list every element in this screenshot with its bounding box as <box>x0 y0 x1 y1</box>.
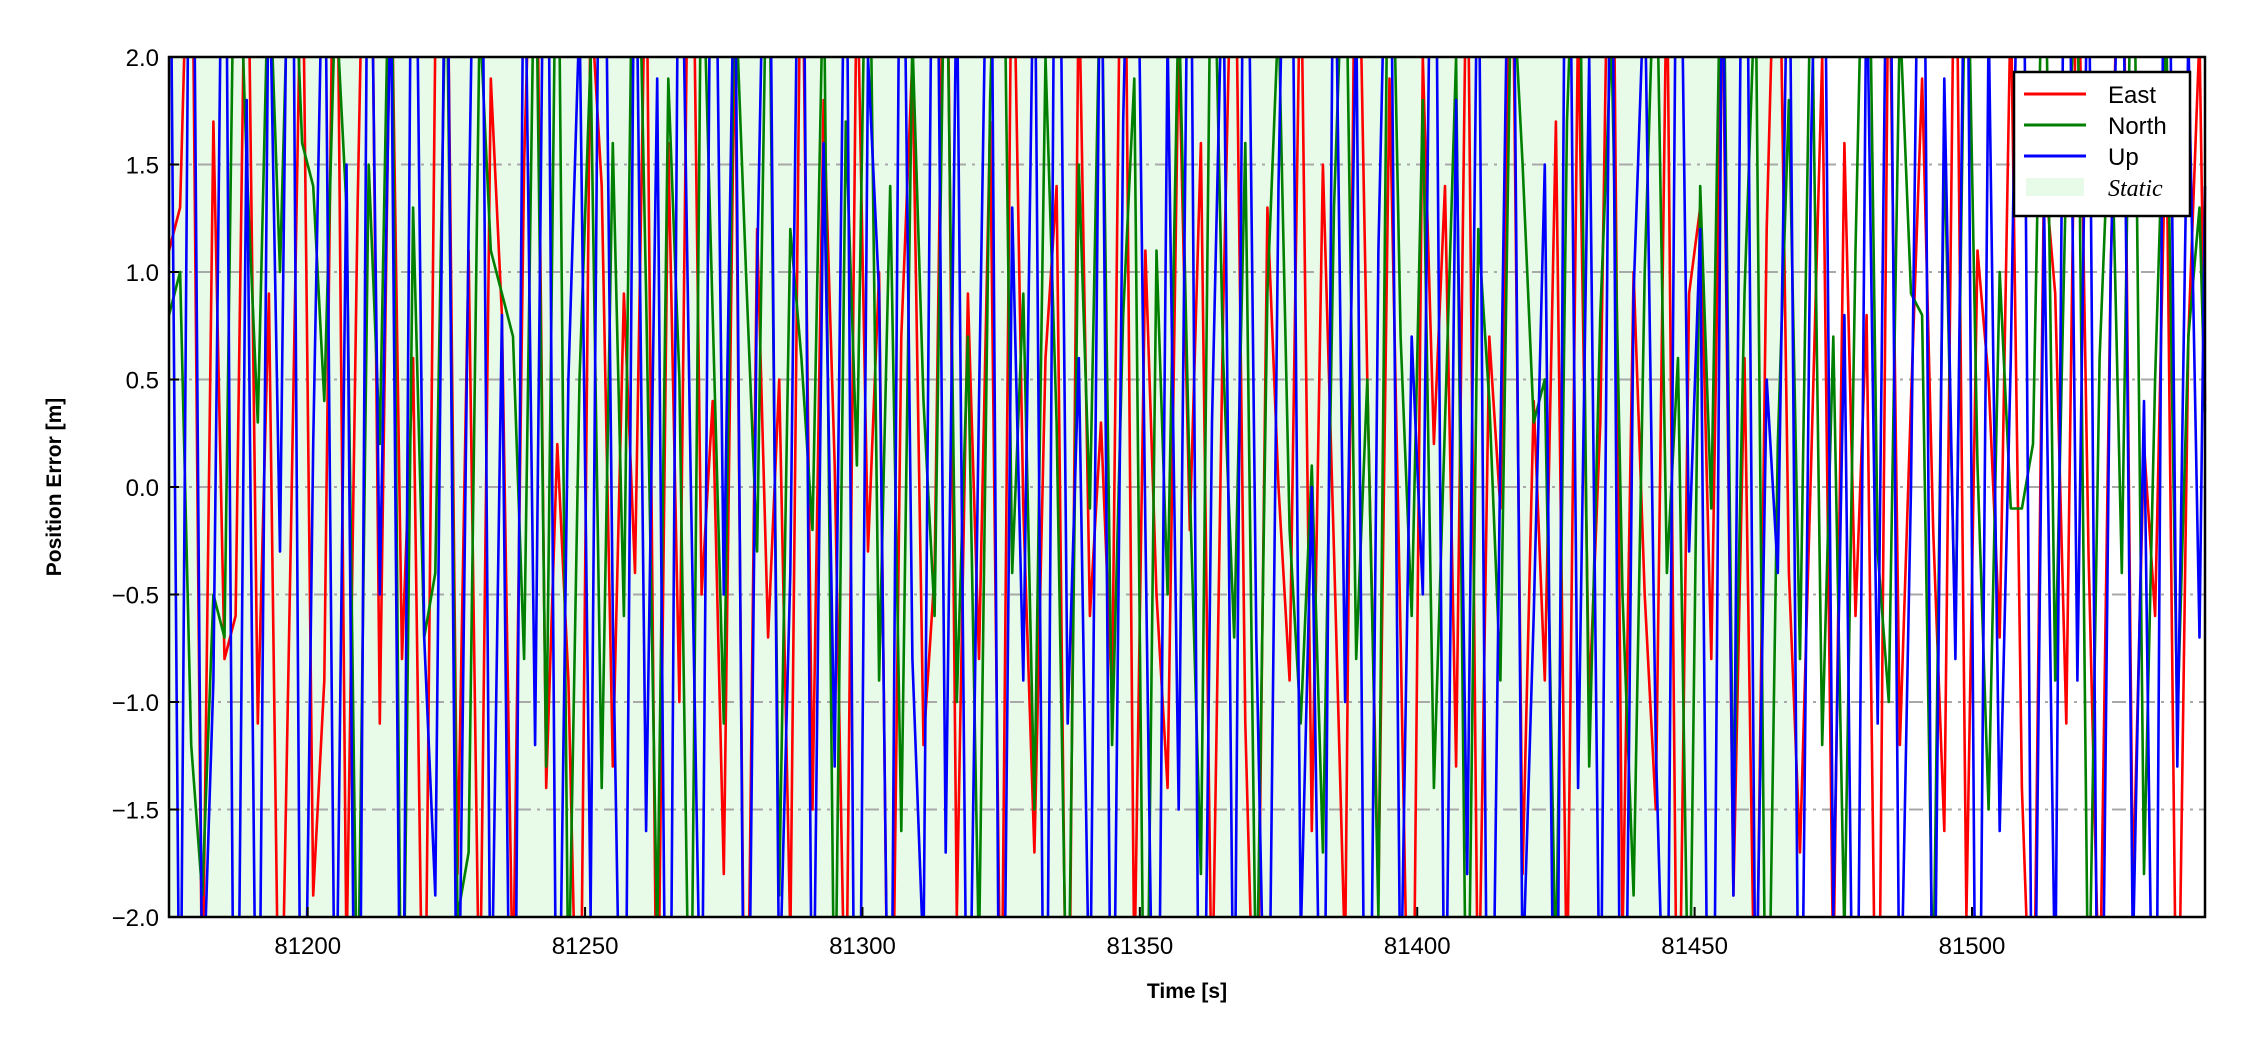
y-axis-label: Position Error [m] <box>43 398 66 577</box>
legend-up-label: Up <box>2108 144 2139 171</box>
x-tick-label: 81450 <box>1661 933 1728 960</box>
legend-east-label: East <box>2108 82 2156 109</box>
x-tick-label: 81400 <box>1384 933 1451 960</box>
y-tick-label: 1.0 <box>126 260 159 287</box>
y-tick-label: −2.0 <box>112 905 159 932</box>
x-tick-label: 81300 <box>829 933 896 960</box>
legend-static-label: Static <box>2108 176 2163 202</box>
x-tick-label: 81250 <box>552 933 619 960</box>
x-axis-label: Time [s] <box>1147 980 1227 1003</box>
tick-layer: 81200 81250 81300 81350 81400 81450 81500 −2.0 −… <box>112 45 2006 960</box>
y-tick-label: 0.5 <box>126 368 159 395</box>
series-layer <box>167 55 2207 919</box>
legend-static-swatch <box>2026 178 2084 196</box>
y-tick-label: −1.0 <box>112 690 159 717</box>
x-tick-label: 81350 <box>1106 933 1173 960</box>
y-tick-label: −0.5 <box>112 583 159 610</box>
y-tick-label: −1.5 <box>112 798 159 825</box>
y-tick-label: 0.0 <box>126 475 159 502</box>
y-tick-label: 1.5 <box>126 153 159 180</box>
legend: East North Up Static <box>2012 70 2192 218</box>
legend-north-label: North <box>2108 113 2167 140</box>
x-tick-label: 81200 <box>274 933 341 960</box>
y-tick-label: 2.0 <box>126 45 159 72</box>
x-tick-label: 81500 <box>1939 933 2006 960</box>
